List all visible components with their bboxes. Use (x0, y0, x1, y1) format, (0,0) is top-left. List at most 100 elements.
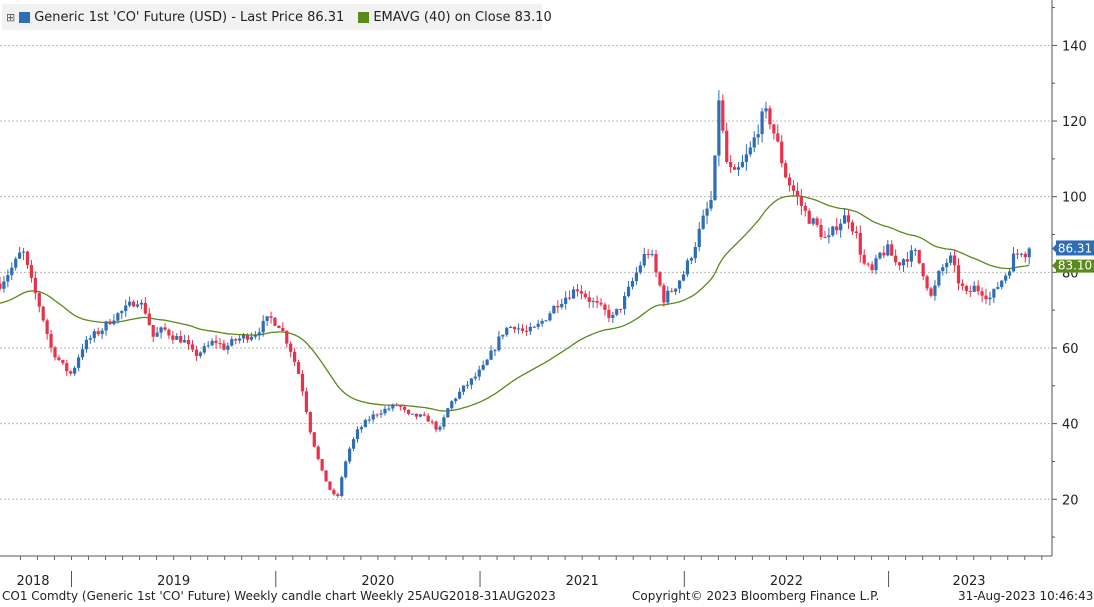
candle-body (340, 477, 344, 496)
candle-body (167, 329, 171, 336)
ema-tag-label: 83.10 (1058, 259, 1092, 273)
candle-body (175, 336, 179, 340)
candle-body (241, 335, 246, 339)
candle-body (548, 313, 552, 321)
candle-body (14, 258, 18, 268)
candle-body (139, 302, 144, 305)
candle-body (956, 265, 961, 284)
candle-body (776, 133, 780, 142)
candle-body (913, 249, 917, 251)
candle-body (713, 155, 717, 200)
candle-body (520, 328, 525, 331)
candle-body (571, 289, 576, 299)
candle-body (249, 336, 254, 340)
candle-body (253, 335, 257, 337)
candle-body (422, 414, 426, 416)
candle-body (10, 267, 14, 276)
candle-body (73, 367, 77, 374)
candle-body (878, 252, 882, 259)
candle-body (791, 185, 796, 191)
pin-icon[interactable]: ⊞ (6, 10, 16, 24)
candle-body (410, 413, 415, 415)
y-tick-label: 40 (1062, 418, 1079, 433)
candle-body (795, 190, 800, 197)
candle-body (564, 297, 568, 304)
candle-body (886, 244, 890, 256)
candle-body (748, 147, 752, 155)
candle-body (446, 408, 450, 418)
candle-body (894, 255, 898, 263)
candle-body (897, 262, 902, 266)
legend-entry-ema[interactable]: EMAVG (40) on Close 83.10 (354, 10, 552, 25)
candle-body (827, 235, 831, 238)
candle-body (147, 313, 151, 326)
candle-body (76, 357, 81, 368)
candle-body (273, 317, 277, 326)
price-tags: 86.31 83.10 (1052, 240, 1094, 273)
candle-body (383, 408, 387, 414)
candle-body (281, 328, 285, 332)
candle-body (57, 357, 61, 361)
candle-body (406, 409, 411, 414)
candle-body (650, 254, 654, 256)
candle-body (1019, 253, 1023, 255)
candle-body (469, 378, 473, 385)
legend-entry-price[interactable]: Generic 1st 'CO' Future (USD) - Last Pri… (15, 10, 344, 25)
candle-body (399, 405, 403, 407)
candle-body (964, 285, 968, 292)
candle-body (866, 263, 870, 265)
candle-body (634, 272, 638, 281)
candle-body (112, 320, 116, 325)
candle-body (799, 196, 803, 206)
candle-body (945, 262, 949, 268)
candle-body (858, 233, 862, 255)
chart-legend: ⊞ Generic 1st 'CO' Future (USD) - Last P… (2, 4, 552, 30)
candle-body (116, 313, 120, 321)
candle-body (238, 338, 242, 341)
candle-body (277, 325, 281, 329)
candle-body (65, 363, 69, 372)
footer-timestamp: 31-Aug-2023 10:46:43 (958, 589, 1094, 603)
candle-body (890, 244, 894, 256)
candle-body (560, 303, 564, 308)
last-price-tag-label: 86.31 (1058, 241, 1092, 255)
candle-body (607, 309, 611, 318)
candle-body (901, 259, 906, 266)
candle-body (171, 335, 175, 340)
candle-body (41, 306, 45, 321)
candle-body (80, 349, 85, 358)
candle-body (179, 336, 183, 343)
candle-body (988, 297, 992, 300)
candle-body (784, 163, 788, 178)
candle-body (308, 412, 312, 433)
candle-body (37, 293, 41, 307)
candle-body (831, 226, 835, 236)
candle-body (579, 291, 583, 294)
candle-body (524, 330, 528, 332)
candle-body (206, 345, 210, 347)
candle-body (509, 326, 513, 328)
footer-copyright: Copyright© 2023 Bloomberg Finance L.P. (632, 589, 880, 603)
candle-body (135, 304, 140, 307)
legend-label-ema: EMAVG (40) on Close 83.10 (373, 9, 552, 25)
candle-body (131, 301, 136, 307)
candle-body (854, 231, 858, 234)
candle-body (638, 265, 642, 273)
candle-body (395, 404, 399, 406)
candle-body (414, 413, 419, 417)
candle-body (481, 364, 485, 370)
y-tick-label: 60 (1062, 342, 1079, 357)
candle-body (257, 332, 261, 336)
candle-body (960, 283, 965, 286)
candle-body (823, 237, 827, 239)
candle-body (870, 264, 874, 271)
candle-body (442, 417, 446, 427)
year-label: 2019 (157, 574, 190, 589)
candle-body (937, 271, 941, 286)
candle-body (2, 281, 6, 289)
candle-body (151, 325, 155, 337)
candle-body (84, 339, 89, 350)
candle-body (304, 391, 309, 413)
candle-body (540, 320, 544, 324)
candle-body (363, 419, 367, 428)
